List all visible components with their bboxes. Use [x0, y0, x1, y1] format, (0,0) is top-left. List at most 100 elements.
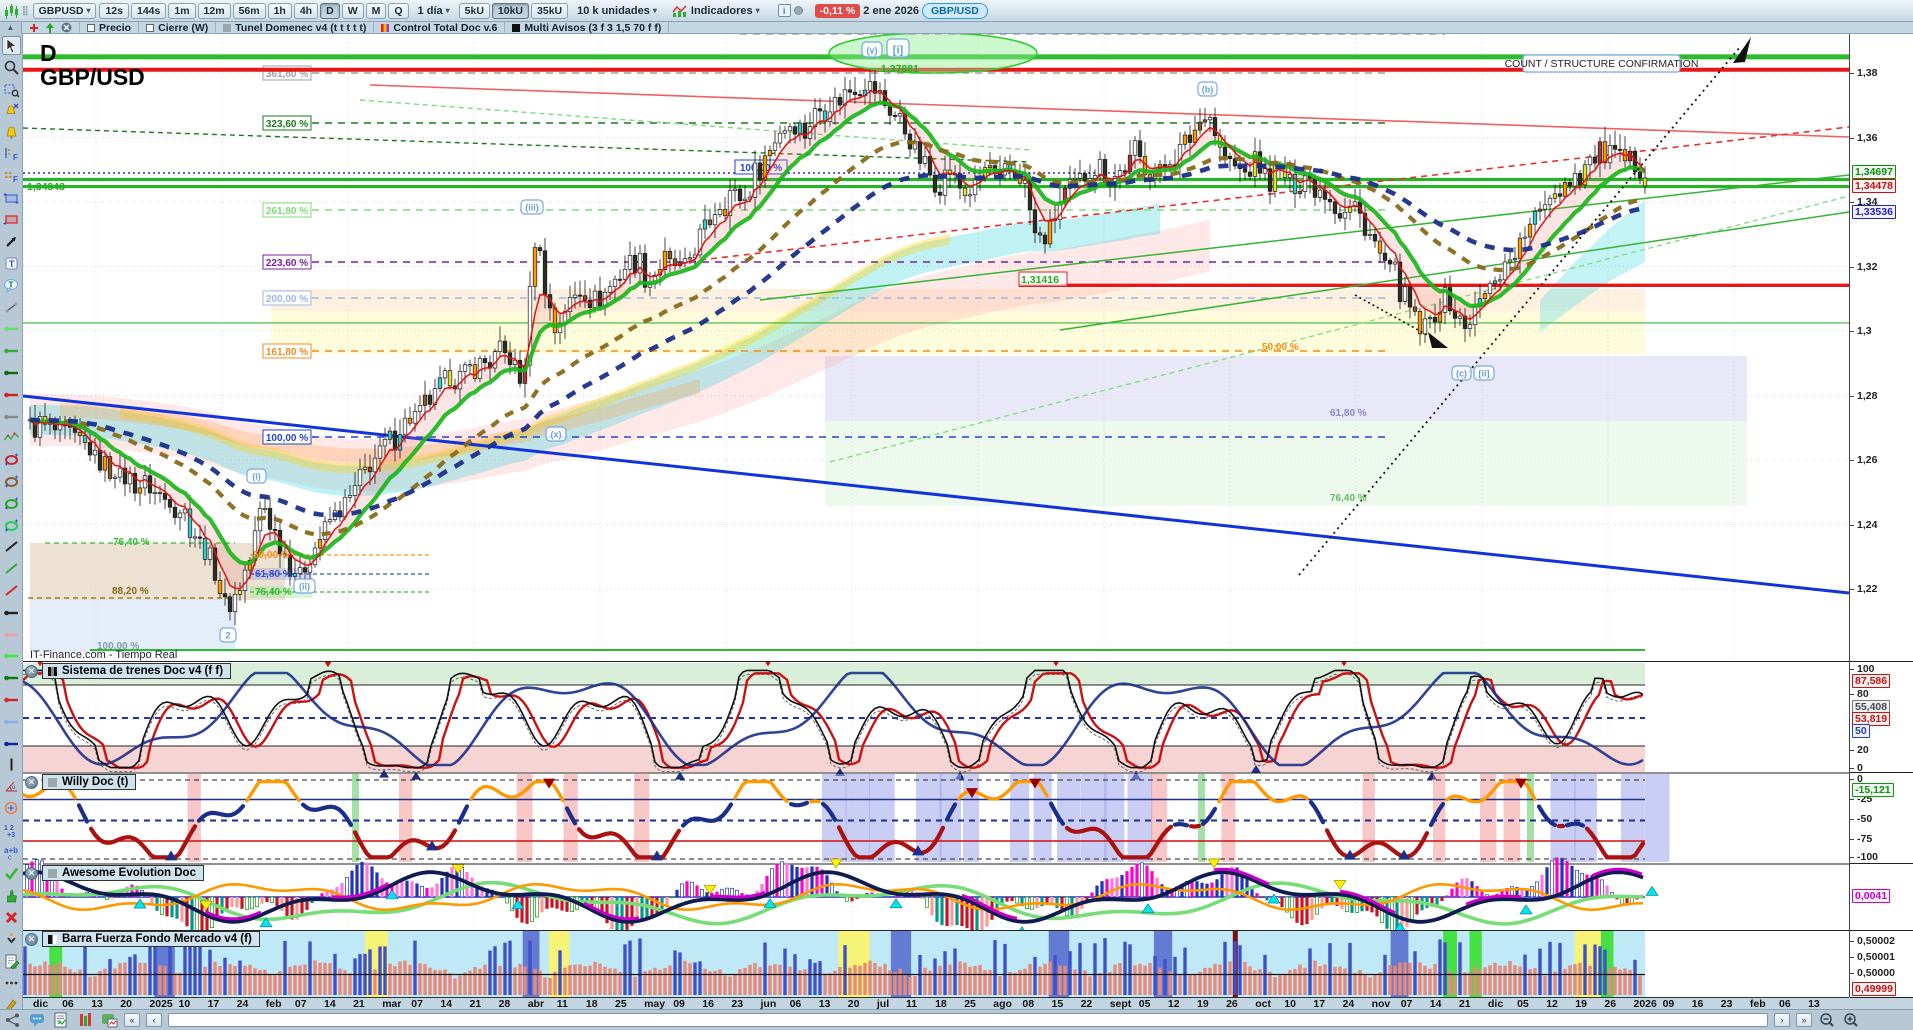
- price-axis[interactable]: 1,38 1,36 1,34 1,32 1,3 1,28 1,26 1,24 1,22 1,346…: [1849, 34, 1913, 998]
- rectangle-red-icon[interactable]: [2, 210, 21, 229]
- timeframe-button-1h[interactable]: 1h: [267, 2, 292, 19]
- hline-dark-green-icon[interactable]: [2, 363, 21, 382]
- chat-icon[interactable]: [28, 1012, 46, 1028]
- timeframe-button-q[interactable]: Q: [388, 2, 409, 19]
- indicator-panels[interactable]: [21, 658, 1849, 998]
- unit-button-35ku[interactable]: 35kU: [531, 2, 569, 19]
- checkbox-icon[interactable]: [87, 23, 95, 32]
- alarm-add-icon[interactable]: [2, 101, 21, 120]
- more-tools-icon[interactable]: [2, 930, 21, 949]
- scroll-right-button[interactable]: ›: [1774, 1013, 1790, 1027]
- hline-light-blue-icon[interactable]: [2, 712, 21, 731]
- grip-icon[interactable]: ⣿: [22, 5, 30, 15]
- hline-red-icon[interactable]: [2, 385, 21, 404]
- overlay-item-1[interactable]: Cierre (W): [139, 21, 217, 34]
- thumb-up-icon[interactable]: [2, 886, 21, 905]
- angle-icon[interactable]: α: [2, 777, 21, 796]
- zoom-icon[interactable]: [2, 58, 21, 77]
- timeframe-button-56m[interactable]: 56m: [232, 2, 266, 19]
- fibonacci-levels-icon[interactable]: F: [2, 167, 21, 186]
- hline-red2-icon[interactable]: [2, 690, 21, 709]
- hline-forest-icon[interactable]: [2, 668, 21, 687]
- info-icon[interactable]: i: [777, 4, 791, 17]
- symbol-badge[interactable]: GBP/USD: [921, 2, 988, 19]
- wave-label[interactable]: (b): [1197, 81, 1218, 97]
- panel-tab-1[interactable]: ✕ Willy Doc (t): [25, 774, 137, 790]
- check-icon[interactable]: [2, 864, 21, 883]
- panel-tab-2[interactable]: ✕ Awesome Evolution Doc: [25, 865, 204, 881]
- zoom-area-icon[interactable]: [2, 80, 21, 99]
- symbol-selector[interactable]: GBPUSD ▾: [32, 2, 97, 19]
- overlay-item-4[interactable]: Multi Avisos (3 f 3 1,5 70 f f): [505, 21, 670, 34]
- panel-close-icon[interactable]: ✕: [25, 664, 38, 678]
- period-dropdown[interactable]: 1 día ▾: [417, 4, 450, 17]
- overlay-item-0[interactable]: Precio: [80, 21, 140, 34]
- panel-tab-box[interactable]: Barra Fuerza Fondo Mercado v4 (f): [42, 931, 260, 947]
- panel-tab-box[interactable]: Willy Doc (t): [42, 774, 137, 790]
- ellipse-green2-icon[interactable]: [2, 516, 21, 535]
- checkbox-icon[interactable]: [146, 23, 155, 32]
- panel-close-icon[interactable]: ✕: [25, 932, 38, 946]
- text-bubble-icon[interactable]: T: [2, 276, 21, 295]
- panel-tab-3[interactable]: ✕ Barra Fuerza Fondo Mercado v4 (f): [25, 931, 260, 947]
- circle-target-icon[interactable]: [2, 799, 21, 818]
- cursor-icon[interactable]: [2, 36, 21, 55]
- text-icon[interactable]: T: [2, 254, 21, 273]
- trendline-black-icon[interactable]: [2, 537, 21, 556]
- timeframe-button-12m[interactable]: 12m: [197, 2, 231, 19]
- ellipse-green-icon[interactable]: [2, 494, 21, 513]
- delete-icon[interactable]: [2, 908, 21, 927]
- wave-label[interactable]: (x): [545, 426, 567, 442]
- units-dropdown[interactable]: 10 k unidades ▾: [577, 4, 657, 17]
- ruler-icon[interactable]: [2, 407, 21, 426]
- timeframe-button-12s[interactable]: 12s: [99, 2, 129, 19]
- wave-label[interactable]: (i): [246, 468, 267, 484]
- timeframe-button-144s[interactable]: 144s: [131, 2, 167, 19]
- notes-icon[interactable]: [2, 952, 21, 971]
- wave-label[interactable]: (c): [1451, 365, 1472, 381]
- chart-windows-icon[interactable]: [100, 1012, 118, 1028]
- trendline-red-icon[interactable]: [2, 581, 21, 600]
- hline-black-icon[interactable]: [2, 603, 21, 622]
- zoom-out-icon[interactable]: [1818, 1012, 1836, 1028]
- indicators-button[interactable]: Indicadores ▾: [666, 3, 766, 19]
- panel-tab-box[interactable]: Sistema de trenes Doc v4 (f f): [42, 663, 232, 679]
- alarm-icon[interactable]: [2, 123, 21, 142]
- hline-bright-green-icon[interactable]: [2, 646, 21, 665]
- horizontal-scrollbar[interactable]: [168, 1013, 1768, 1027]
- rectangle-blue-icon[interactable]: [2, 189, 21, 208]
- numbers-icon[interactable]: 1 2 +3: [2, 821, 21, 840]
- wave-label[interactable]: [i]: [886, 38, 910, 58]
- letters-icon[interactable]: a+b c: [2, 843, 21, 862]
- trendline-green-icon[interactable]: [2, 559, 21, 578]
- timeframe-button-4h[interactable]: 4h: [293, 2, 319, 19]
- panel-close-icon[interactable]: ✕: [25, 775, 38, 789]
- count-structure-annotation[interactable]: COUNT / STRUCTURE CONFIRMATION: [1505, 54, 1699, 73]
- vline-icon[interactable]: [2, 755, 21, 774]
- wave-label[interactable]: [ii]: [1473, 365, 1495, 381]
- collapse-toolbar-button[interactable]: ▲: [0, 21, 22, 34]
- hline-pink-icon[interactable]: [2, 625, 21, 644]
- share-icon[interactable]: [4, 1012, 22, 1028]
- date-axis[interactable]: dic 06 13 20 2025 10 17 24 feb 07 14 21 mar 07 14 21 28 a…: [23, 997, 1849, 1010]
- unit-button-5ku[interactable]: 5kU: [458, 2, 490, 19]
- ellipse-brown-icon[interactable]: [2, 472, 21, 491]
- close-blue-icon[interactable]: [61, 22, 72, 33]
- timeframe-button-w[interactable]: W: [341, 2, 364, 19]
- wave-label[interactable]: (ii): [293, 578, 316, 594]
- scroll-left-button[interactable]: ‹: [146, 1013, 162, 1027]
- panel-tab-box[interactable]: Awesome Evolution Doc: [42, 865, 204, 881]
- timeframe-button-d[interactable]: D: [320, 2, 340, 19]
- segment-icon[interactable]: [2, 298, 21, 317]
- wave-label[interactable]: 2: [219, 627, 237, 643]
- hline-light-green-icon[interactable]: [2, 319, 21, 338]
- ellipse-red-icon[interactable]: [2, 450, 21, 469]
- overlay-item-3[interactable]: Control Total Doc v.6: [374, 21, 506, 34]
- hline-green-icon[interactable]: [2, 341, 21, 360]
- hline-navy-icon[interactable]: [2, 734, 21, 753]
- report-icon[interactable]: [52, 1012, 70, 1028]
- trend-arrow-icon[interactable]: [2, 232, 21, 251]
- overlay-item-2[interactable]: Tunel Domenec v4 (t t t t t): [216, 21, 375, 34]
- fibonacci-retracement-icon[interactable]: F: [2, 145, 21, 164]
- unit-button-10ku[interactable]: 10kU: [491, 2, 530, 19]
